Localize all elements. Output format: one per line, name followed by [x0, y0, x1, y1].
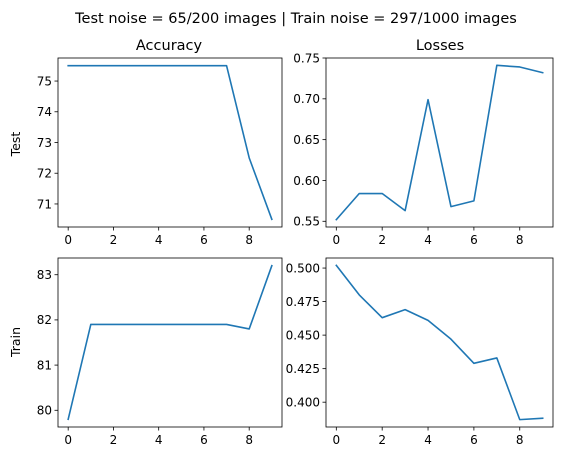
test-accuracy-x-tick-label: 8: [245, 233, 253, 247]
train-losses-x-tick-label: 8: [516, 433, 524, 447]
figure-suptitle: Test noise = 65/200 images | Train noise…: [74, 11, 517, 27]
train-accuracy-x-tick-label: 0: [64, 433, 72, 447]
row-label-train: Train: [8, 327, 23, 358]
test-losses-x-tick-label: 8: [516, 233, 524, 247]
test-losses-x-tick-label: 4: [424, 233, 432, 247]
test-losses-x-tick-label: 0: [332, 233, 340, 247]
train-losses-y-tick-label: 0.400: [286, 395, 320, 409]
test-accuracy-x-tick-label: 6: [200, 233, 208, 247]
test-accuracy-x-tick-label: 2: [110, 233, 118, 247]
train-accuracy-x-tick-label: 8: [245, 433, 253, 447]
test-losses-series-line: [335, 64, 544, 221]
test-losses-y-tick-label: 0.60: [293, 174, 320, 188]
test-accuracy-y-tick-label: 75: [37, 74, 52, 88]
train-accuracy-y-tick-label: 82: [37, 313, 52, 327]
train-accuracy-y-tick-label: 80: [37, 404, 52, 418]
test-accuracy-y-tick-label: 74: [37, 105, 52, 119]
test-accuracy-x-tick-label: 4: [155, 233, 163, 247]
train-losses-y-tick-label: 0.475: [286, 295, 320, 309]
panel-test-accuracy: 0 2 4 6 8 71 72 73 74 75: [37, 57, 283, 247]
train-accuracy-x-tick-label: 4: [155, 433, 163, 447]
train-accuracy-axes-frame: [57, 257, 283, 428]
train-losses-x-tick-label: 6: [470, 433, 478, 447]
test-losses-y-tick-label: 0.65: [293, 133, 320, 147]
train-accuracy-x-tick-label: 2: [110, 433, 118, 447]
panel-train-losses: 0 2 4 6 8 0.400 0.425 0.450 0.475 0.500: [286, 257, 554, 447]
train-accuracy-y-tick-label: 81: [37, 358, 52, 372]
test-accuracy-y-tick-label: 71: [37, 197, 52, 211]
train-losses-x-tick-label: 4: [424, 433, 432, 447]
train-accuracy-series-line: [67, 264, 273, 421]
train-losses-x-tick-label: 2: [378, 433, 386, 447]
train-accuracy-y-tick-label: 83: [37, 268, 52, 282]
train-losses-series-line: [335, 264, 544, 421]
row-label-test: Test: [8, 132, 23, 158]
train-losses-y-tick-label: 0.450: [286, 328, 320, 342]
panel-train-accuracy: 0 2 4 6 8 80 81 82 83: [37, 257, 283, 447]
test-losses-y-tick-label: 0.55: [293, 215, 320, 229]
train-accuracy-x-tick-label: 6: [200, 433, 208, 447]
train-losses-x-tick-label: 0: [332, 433, 340, 447]
test-losses-x-tick-label: 2: [378, 233, 386, 247]
test-accuracy-y-tick-label: 73: [37, 136, 52, 150]
panel-test-losses: 0 2 4 6 8 0.55 0.60 0.65 0.70 0.75: [293, 51, 554, 247]
test-losses-y-tick-label: 0.75: [293, 51, 320, 65]
column-title-losses: Losses: [416, 38, 464, 54]
train-losses-y-tick-label: 0.425: [286, 362, 320, 376]
train-losses-y-tick-label: 0.500: [286, 261, 320, 275]
column-title-accuracy: Accuracy: [136, 38, 203, 54]
test-losses-y-tick-label: 0.70: [293, 92, 320, 106]
test-accuracy-y-tick-label: 72: [37, 167, 52, 181]
test-losses-x-tick-label: 6: [470, 233, 478, 247]
test-accuracy-x-tick-label: 0: [64, 233, 72, 247]
test-accuracy-series-line: [67, 64, 273, 221]
test-losses-axes-frame: [325, 57, 554, 228]
train-losses-axes-frame: [325, 257, 554, 428]
